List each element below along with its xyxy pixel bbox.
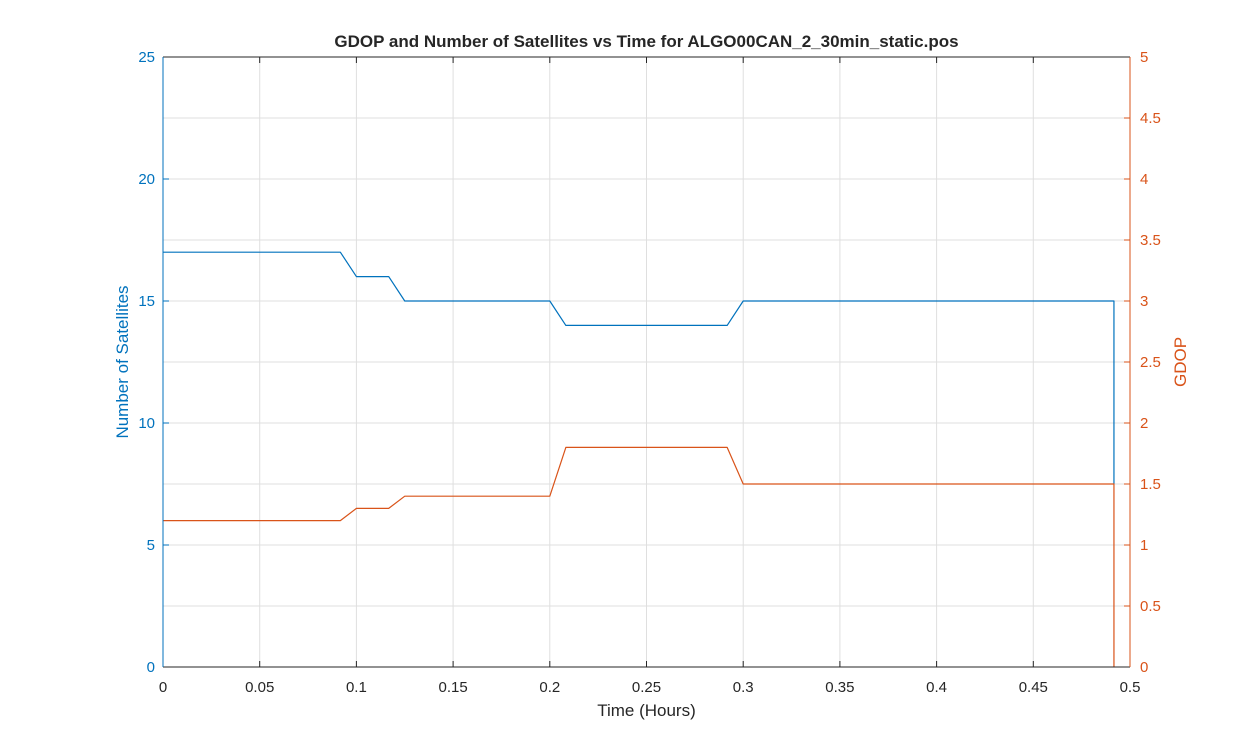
x-tick-label: 0.5 <box>1120 679 1141 696</box>
y-left-tick-label: 25 <box>138 49 155 66</box>
y-right-tick-label: 5 <box>1140 49 1148 66</box>
x-tick-label: 0.3 <box>733 679 754 696</box>
tick-labels: 0 0.05 0.1 0.15 0.2 0.25 0.3 0.35 0.4 0.45 0.5 0 0.5… <box>138 49 1161 696</box>
x-tick-label: 0.1 <box>346 679 367 696</box>
y-right-tick-label: 2 <box>1140 415 1148 432</box>
x-tick-label: 0.4 <box>926 679 947 696</box>
y-right-tick-label: 3.5 <box>1140 232 1161 249</box>
series-group <box>163 251 1115 667</box>
y-right-tick-label: 0 <box>1140 659 1148 676</box>
y-right-tick-label: 0.5 <box>1140 598 1161 615</box>
x-tick-label: 0.35 <box>825 679 854 696</box>
x-tick-label: 0.45 <box>1019 679 1048 696</box>
gdop-series-line <box>163 446 1115 667</box>
y-left-tick-label: 0 <box>147 659 155 676</box>
y-axis-left-label: Number of Satellites <box>113 285 132 438</box>
y-right-tick-label: 4.5 <box>1140 110 1161 127</box>
x-axis-label: Time (Hours) <box>597 701 696 720</box>
y-right-tick-label: 3 <box>1140 293 1148 310</box>
y-right-tick-label: 4 <box>1140 171 1148 188</box>
chart-title: GDOP and Number of Satellites vs Time fo… <box>334 32 958 51</box>
y-left-tick-label: 15 <box>138 293 155 310</box>
axes-frame <box>162 56 1131 668</box>
x-tick-label: 0.05 <box>245 679 274 696</box>
y-left-tick-label: 20 <box>138 171 155 188</box>
y-axis-right-label: GDOP <box>1171 337 1190 387</box>
x-tick-label: 0.2 <box>539 679 560 696</box>
y-right-tick-label: 1 <box>1140 537 1148 554</box>
satellites-series-line <box>163 251 1115 484</box>
x-tick-label: 0 <box>159 679 167 696</box>
x-tick-label: 0.15 <box>438 679 467 696</box>
y-left-tick-label: 10 <box>138 415 155 432</box>
y-left-tick-label: 5 <box>147 537 155 554</box>
y-right-tick-label: 2.5 <box>1140 354 1161 371</box>
y-right-tick-label: 1.5 <box>1140 476 1161 493</box>
x-tick-label: 0.25 <box>632 679 661 696</box>
